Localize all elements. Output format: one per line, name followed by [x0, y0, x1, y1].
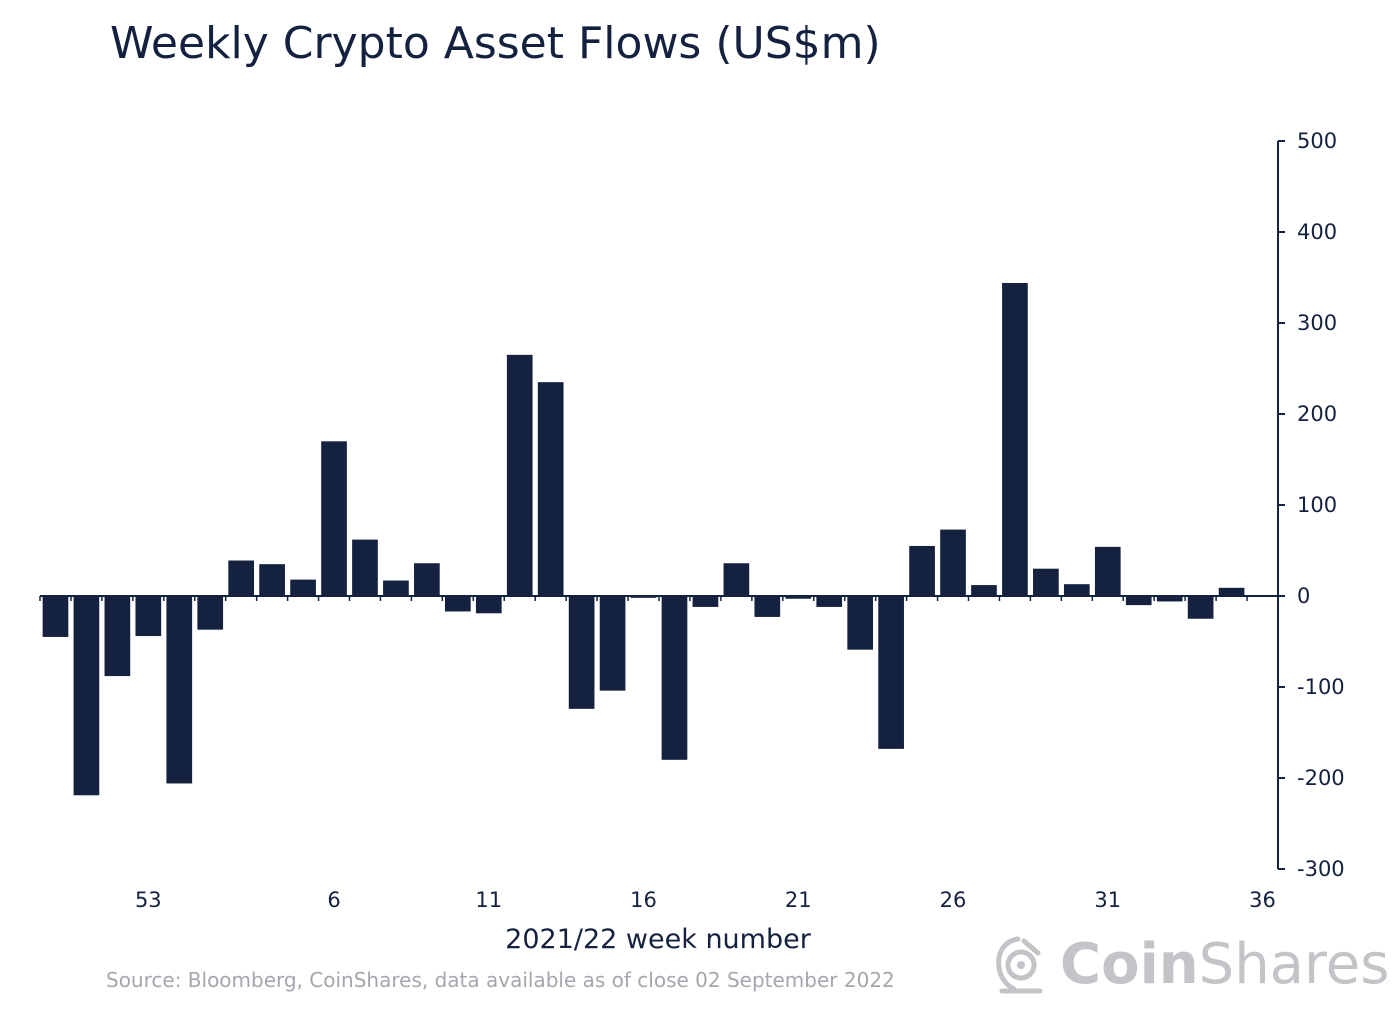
y-tick-label: -200 — [1297, 766, 1345, 790]
y-tick-label: 200 — [1297, 402, 1337, 426]
bar-week-20 — [754, 596, 781, 617]
x-axis-title: 2021/22 week number — [505, 924, 812, 955]
x-tick-label: 53 — [135, 888, 162, 912]
bar-week-22 — [816, 596, 843, 607]
bar-week-19 — [723, 563, 750, 596]
bar-week-21 — [785, 596, 812, 599]
bar-week-51 — [73, 596, 100, 796]
bar-week-27 — [971, 585, 997, 596]
y-tick-label: -100 — [1297, 675, 1345, 699]
logo-word-shares: Shares — [1198, 932, 1390, 997]
coinshares-logo: CoinShares — [994, 930, 1389, 1000]
bar-week-15 — [599, 596, 626, 691]
y-axis: 500 400 300 200 100 0 -100 -200 -300 — [1277, 129, 1345, 881]
bar-week-26 — [940, 529, 966, 596]
y-tick-label: -300 — [1297, 857, 1345, 881]
bar-week-8 — [383, 580, 409, 596]
x-tick-label: 16 — [630, 888, 657, 912]
bar-week-33 — [1156, 596, 1183, 602]
bar-week-29 — [1033, 568, 1059, 596]
y-tick-label: 400 — [1297, 220, 1337, 244]
bar-week-32 — [1125, 596, 1152, 606]
bar-week-4 — [259, 564, 285, 596]
y-tick-label: 100 — [1297, 493, 1337, 517]
x-tick-label: 11 — [475, 888, 502, 912]
bar-week-50 — [42, 596, 69, 637]
y-tick-label: 0 — [1297, 584, 1310, 608]
bar-week-18 — [692, 596, 719, 607]
bar-week-1 — [166, 596, 193, 784]
bar-week-30 — [1063, 584, 1090, 596]
x-tick-label: 21 — [785, 888, 812, 912]
bar-week-2 — [197, 596, 224, 630]
bar-week-53 — [135, 596, 162, 637]
bar-week-7 — [352, 539, 378, 596]
bar-week-28 — [1002, 282, 1028, 596]
y-tick-label: 500 — [1297, 129, 1337, 153]
coinshares-logo-text: CoinShares — [1060, 937, 1389, 993]
x-tick-label: 31 — [1094, 888, 1121, 912]
bar-week-5 — [290, 579, 316, 596]
bar-week-13 — [537, 382, 564, 596]
bar-week-35 — [1218, 587, 1245, 596]
bar-week-6 — [321, 441, 347, 596]
bar-week-3 — [228, 560, 255, 596]
x-tick-label: 6 — [327, 888, 340, 912]
bar-week-14 — [568, 596, 595, 709]
x-tick-label: 36 — [1249, 888, 1276, 912]
bar-week-25 — [909, 545, 935, 596]
bar-week-23 — [847, 596, 874, 650]
bar-week-17 — [661, 596, 688, 760]
bar-week-12 — [506, 354, 533, 596]
chart-title: Weekly Crypto Asset Flows (US$m) — [110, 18, 881, 69]
y-tick-label: 300 — [1297, 311, 1337, 335]
coinshares-logo-icon — [996, 936, 1043, 994]
bar-week-11 — [475, 596, 502, 614]
bars-group — [42, 282, 1245, 796]
bar-week-52 — [104, 596, 131, 677]
source-note: Source: Bloomberg, CoinShares, data avai… — [106, 968, 895, 992]
x-axis: 53 6 11 16 21 26 31 36 — [39, 595, 1279, 912]
bar-week-31 — [1094, 546, 1121, 596]
bar-week-10 — [444, 596, 471, 612]
x-tick-label: 26 — [940, 888, 967, 912]
bar-week-34 — [1187, 596, 1214, 619]
bar-week-9 — [414, 563, 440, 596]
bar-week-24 — [878, 596, 904, 749]
logo-word-coin: Coin — [1060, 932, 1199, 997]
